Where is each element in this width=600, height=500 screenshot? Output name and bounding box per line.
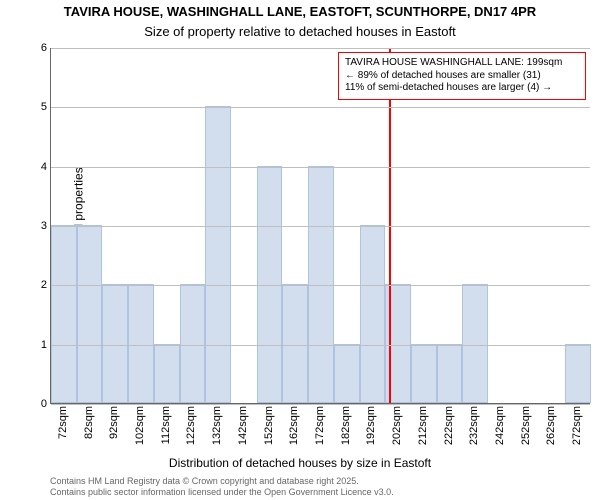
gridline: [51, 404, 590, 405]
x-tick-label: 82sqm: [83, 406, 95, 439]
gridline: [51, 345, 590, 346]
histogram-bar: [77, 225, 103, 403]
histogram-bar: [360, 225, 386, 403]
y-tick-label: 1: [29, 339, 47, 351]
histogram-bar: [205, 106, 231, 403]
histogram-bar: [565, 344, 591, 403]
histogram-bar: [411, 344, 437, 403]
x-tick-label: 142sqm: [237, 406, 249, 445]
y-tick-label: 2: [29, 279, 47, 291]
annotation-line: 11% of semi-detached houses are larger (…: [345, 82, 579, 95]
marker-annotation: TAVIRA HOUSE WASHINGHALL LANE: 199sqm← 8…: [338, 52, 586, 100]
plot-area-wrap: TAVIRA HOUSE WASHINGHALL LANE: 199sqm← 8…: [50, 48, 590, 456]
x-tick-label: 262sqm: [545, 406, 557, 445]
chart-title-sub: Size of property relative to detached ho…: [0, 24, 600, 39]
x-tick-label: 162sqm: [288, 406, 300, 445]
histogram-bar: [257, 166, 283, 403]
x-tick-label: 182sqm: [340, 406, 352, 445]
x-tick-label: 102sqm: [134, 406, 146, 445]
histogram-bar: [154, 344, 180, 403]
x-tick-label: 112sqm: [160, 406, 172, 444]
histogram-bar: [437, 344, 463, 403]
gridline: [51, 48, 590, 49]
y-tick-label: 0: [29, 398, 47, 410]
x-tick-label: 152sqm: [263, 406, 275, 445]
x-tick-label: 192sqm: [365, 406, 377, 445]
x-axis-label: Distribution of detached houses by size …: [0, 456, 600, 470]
annotation-line: ← 89% of detached houses are smaller (31…: [345, 70, 579, 83]
y-tick-label: 3: [29, 220, 47, 232]
credits-line2: Contains public sector information licen…: [50, 487, 394, 498]
credits-block: Contains HM Land Registry data © Crown c…: [50, 476, 394, 498]
histogram-bar: [334, 344, 360, 403]
y-tick-label: 4: [29, 161, 47, 173]
x-tick-label: 212sqm: [417, 406, 429, 445]
x-tick-labels: 72sqm 82sqm 92sqm 102sqm 112sqm 122sqm 132sqm 1…: [50, 406, 590, 456]
gridline: [51, 285, 590, 286]
credits-line1: Contains HM Land Registry data © Crown c…: [50, 476, 394, 487]
histogram-bar: [51, 225, 77, 403]
x-tick-label: 122sqm: [185, 406, 197, 445]
x-tick-label: 172sqm: [314, 406, 326, 445]
x-tick-label: 92sqm: [108, 406, 120, 439]
gridline: [51, 107, 590, 108]
y-tick-label: 6: [29, 42, 47, 54]
x-tick-label: 72sqm: [57, 406, 69, 439]
x-tick-label: 252sqm: [520, 406, 532, 445]
y-tick-label: 5: [29, 101, 47, 113]
x-tick-label: 202sqm: [391, 406, 403, 445]
x-tick-label: 222sqm: [443, 406, 455, 445]
gridline: [51, 226, 590, 227]
chart-title-main: TAVIRA HOUSE, WASHINGHALL LANE, EASTOFT,…: [0, 4, 600, 19]
annotation-line: TAVIRA HOUSE WASHINGHALL LANE: 199sqm: [345, 57, 579, 70]
x-tick-label: 132sqm: [211, 406, 223, 445]
x-tick-label: 272sqm: [571, 406, 583, 445]
histogram-bar: [308, 166, 334, 403]
x-tick-label: 242sqm: [494, 406, 506, 445]
gridline: [51, 167, 590, 168]
plot-area: TAVIRA HOUSE WASHINGHALL LANE: 199sqm← 8…: [50, 48, 590, 404]
x-tick-label: 232sqm: [468, 406, 480, 445]
